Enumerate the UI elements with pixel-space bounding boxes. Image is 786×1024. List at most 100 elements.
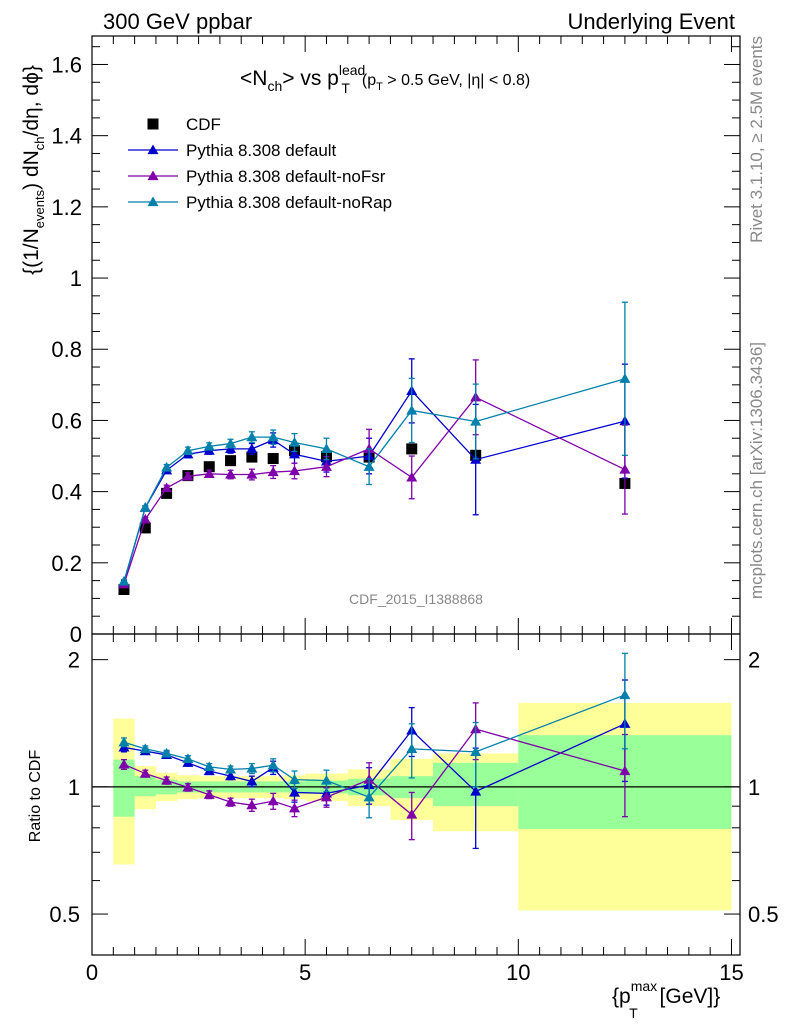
ratio-point-noRap — [139, 743, 151, 753]
data-point-cdf — [225, 455, 237, 467]
x-tick-label: 15 — [719, 960, 743, 985]
mcplots-label: mcplots.cern.ch [arXiv:1306.3436] — [747, 342, 766, 599]
y-tick-label: 1.2 — [51, 195, 82, 220]
ratio-point-noFsr — [118, 758, 130, 769]
data-point-cdf — [406, 443, 418, 455]
header-right: Underlying Event — [567, 9, 735, 34]
ratio-point-noFsr — [225, 796, 237, 807]
ratio-point-noRap — [267, 759, 279, 770]
ratio-y-tick-label-right: 2 — [748, 648, 760, 673]
y-axis-label: {(1/Nevents) dNch/dη, dϕ} — [20, 65, 47, 275]
ratio-point-noFsr — [267, 795, 279, 806]
ratio-point-noFsr — [203, 789, 215, 799]
x-tick-label: 10 — [506, 960, 530, 985]
data-point-noRap — [619, 373, 631, 383]
ratio-y-tick-label-right: 0.5 — [748, 902, 779, 927]
ratio-frame — [91, 633, 741, 956]
ratio-point-noRap — [161, 747, 173, 758]
data-point-noRap — [161, 461, 173, 472]
data-point-noRap — [363, 461, 375, 471]
data-point-noRap — [320, 443, 332, 454]
legend: CDF Pythia 8.308 default Pythia 8.308 defa… — [128, 115, 392, 212]
ratio-point-noFsr — [320, 791, 332, 802]
data-point-noFsr — [246, 469, 258, 479]
y-tick-label: 1.6 — [51, 52, 82, 77]
ratio-point-noFsr — [139, 768, 151, 778]
data-point-noFsr — [161, 482, 173, 493]
data-point-noFsr — [289, 465, 300, 476]
data-point-noFsr — [406, 471, 418, 482]
y-tick-label: 0.2 — [51, 551, 82, 576]
data-point-cdf — [203, 461, 215, 473]
ratio-y-axis-label: Ratio to CDF — [27, 750, 44, 843]
data-point-default — [246, 443, 258, 454]
series-line-default — [123, 389, 626, 583]
ratio-point-noRap — [619, 689, 631, 700]
ratio-point-noFsr — [289, 802, 300, 813]
header-left: 300 GeV ppbar — [103, 9, 252, 34]
ratio-point-noRap — [406, 743, 418, 753]
data-point-noRap — [267, 431, 279, 442]
x-tick-label: 5 — [299, 960, 311, 985]
data-point-noRap — [246, 431, 258, 442]
ratio-point-default — [246, 775, 258, 786]
ratio-point-noFsr — [182, 781, 194, 792]
ratio-point-noFsr — [619, 765, 631, 776]
y-tick-label: 0.8 — [51, 337, 82, 362]
ratio-point-noRap — [363, 791, 375, 802]
data-point-noRap — [182, 445, 194, 455]
y-tick-label: 0.6 — [51, 408, 82, 433]
series-line-noFsr — [123, 396, 626, 585]
data-point-cdf — [246, 451, 258, 463]
ratio-point-default — [225, 770, 237, 781]
data-point-default — [289, 448, 300, 459]
legend-marker-cdf — [147, 118, 159, 130]
data-point-noFsr — [619, 464, 631, 474]
legend-marker-noRap — [147, 196, 159, 207]
plot-title: <Nch> vs plead T (pT > 0.5 GeV, |η| < 0.8) — [240, 62, 530, 96]
ratio-y-tick-label: 0.5 — [49, 902, 80, 927]
ratio-band-inner — [134, 776, 156, 797]
analysis-watermark: CDF_2015_I1388868 — [349, 591, 483, 607]
ratio-y-tick-label-right: 1 — [748, 775, 760, 800]
ratio-point-noFsr — [246, 799, 258, 810]
ratio-point-noRap — [470, 746, 482, 756]
data-point-cdf — [139, 522, 151, 534]
legend-label-default: Pythia 8.308 default — [186, 141, 337, 160]
data-point-cdf — [118, 584, 130, 596]
data-point-noRap — [118, 575, 130, 586]
data-point-noRap — [289, 436, 300, 447]
ratio-point-noRap — [118, 736, 130, 747]
y-tick-label: 1 — [70, 266, 82, 291]
ratio-point-default — [470, 785, 482, 796]
ratio-point-noRap — [203, 761, 215, 771]
data-point-noRap — [139, 502, 151, 512]
ratio-plot-area: 0 5 10 15 0.5 0.5 1 1 2 2 — [49, 633, 779, 985]
data-point-noFsr — [363, 443, 375, 454]
data-point-noFsr — [139, 513, 151, 524]
ratio-point-noRap — [225, 763, 237, 774]
data-point-cdf — [267, 453, 279, 465]
ratio-point-noRap — [320, 775, 332, 785]
x-tick-label: 0 — [86, 960, 98, 985]
legend-label-noFsr: Pythia 8.308 default-noFsr — [186, 167, 386, 186]
legend-marker-noFsr — [147, 170, 159, 181]
ratio-point-noFsr — [406, 809, 418, 819]
ratio-point-noRap — [246, 763, 258, 773]
legend-label-noRap: Pythia 8.308 default-noRap — [186, 193, 392, 212]
ratio-y-tick-label: 2 — [68, 648, 80, 673]
legend-marker-default — [147, 144, 159, 155]
y-tick-label: 0.4 — [51, 480, 82, 505]
data-point-noRap — [203, 440, 215, 451]
legend-label-cdf: CDF — [186, 115, 221, 134]
data-point-noFsr — [182, 470, 194, 481]
y-tick-label: 0 — [70, 622, 82, 647]
data-point-noRap — [225, 438, 237, 448]
y-tick-label: 1.4 — [51, 124, 82, 149]
data-point-noFsr — [203, 468, 215, 478]
ratio-point-noRap — [182, 753, 194, 763]
ratio-point-default — [289, 786, 300, 797]
rivet-version-label: Rivet 3.1.10, ≥ 2.5M events — [747, 36, 766, 243]
ratio-point-noRap — [289, 774, 300, 784]
